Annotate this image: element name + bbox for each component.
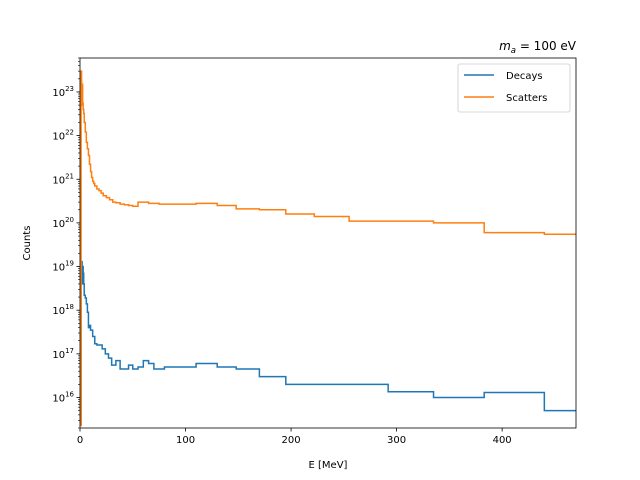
x-tick-label: 200 <box>282 435 301 446</box>
x-axis-label: E [MeV] <box>309 460 348 471</box>
title-subscript: a <box>511 46 516 56</box>
y-axis: 1016 1017 1018 1019 1020 1021 1022 1023 <box>52 57 80 429</box>
series-line-scatters <box>80 70 576 427</box>
x-tick-label: 300 <box>387 435 406 446</box>
y-axis-label: Counts <box>22 226 33 261</box>
series-line-decays <box>80 260 576 427</box>
chart-title: ma = 100 eV <box>499 39 577 56</box>
legend-label-decays: Decays <box>506 71 543 82</box>
x-axis: 0 100 200 300 400 <box>77 428 512 446</box>
y-tick-label: 1017 <box>52 347 74 361</box>
y-tick-label: 1019 <box>52 260 74 274</box>
y-tick-label: 1020 <box>52 216 74 230</box>
y-tick-label: 1023 <box>52 85 74 99</box>
legend-label-scatters: Scatters <box>506 93 547 104</box>
legend-box <box>457 63 571 113</box>
y-tick-label: 1018 <box>52 303 74 317</box>
x-tick-label: 0 <box>77 435 83 446</box>
y-tick-label: 1022 <box>52 129 74 143</box>
y-tick-label: 1021 <box>52 172 74 186</box>
series-layer <box>80 70 576 427</box>
legend: Decays Scatters <box>457 63 571 113</box>
plot-frame <box>79 57 577 429</box>
x-tick-label: 100 <box>176 435 195 446</box>
x-tick-label: 400 <box>493 435 512 446</box>
plot-area <box>80 58 576 428</box>
y-tick-label: 1016 <box>52 390 74 404</box>
title-value: = 100 eV <box>516 39 577 53</box>
title-math: m <box>499 39 511 53</box>
